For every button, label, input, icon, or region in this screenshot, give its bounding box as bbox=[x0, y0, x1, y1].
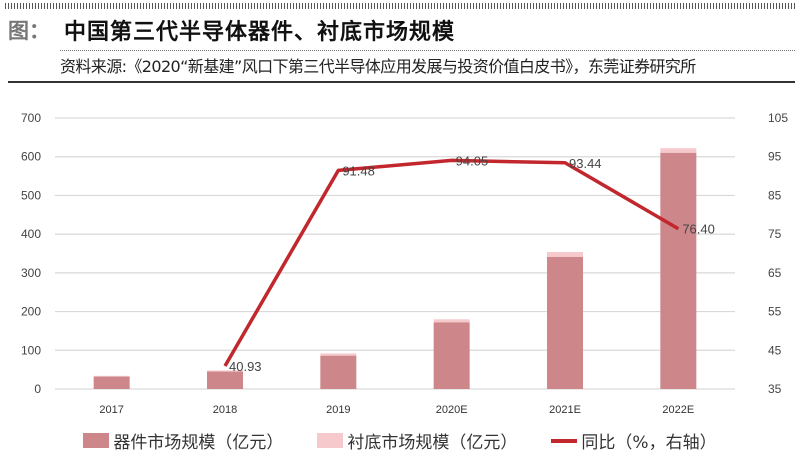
substrate-bar bbox=[660, 148, 697, 153]
substrate-bar bbox=[433, 319, 470, 323]
right-axis-tick: 85 bbox=[768, 188, 782, 202]
data-label: 94.05 bbox=[456, 153, 489, 168]
data-label: 91.48 bbox=[342, 163, 375, 178]
device-bar bbox=[547, 256, 583, 389]
x-axis-tick: 2017 bbox=[99, 404, 123, 416]
header-rule bbox=[8, 81, 795, 83]
right-axis-tick: 55 bbox=[768, 305, 782, 319]
yoy-line bbox=[223, 158, 680, 367]
substrate-bar bbox=[93, 375, 130, 377]
chart-title: 中国第三代半导体器件、衬底市场规模 bbox=[64, 20, 456, 45]
data-label: 93.44 bbox=[569, 156, 602, 171]
x-axis-tick: 2021E bbox=[549, 404, 581, 416]
dotted-divider bbox=[60, 50, 795, 51]
substrate-bar bbox=[320, 353, 357, 356]
right-axis-tick: 95 bbox=[768, 150, 782, 164]
left-axis-tick: 200 bbox=[21, 305, 41, 319]
x-axis-tick: 2022E bbox=[662, 404, 694, 416]
line-swatch bbox=[551, 438, 578, 443]
left-axis-tick: 500 bbox=[21, 188, 41, 202]
x-axis-tick: 2020E bbox=[436, 404, 468, 416]
device-bar bbox=[207, 371, 243, 389]
figure-label: 图： bbox=[8, 19, 50, 43]
data-label: 76.40 bbox=[682, 222, 715, 237]
substrate-bar bbox=[207, 370, 243, 372]
source-note: 资料来源:《2020“新基建”风口下第三代半导体应用发展与投资价值白皮书》，东莞… bbox=[60, 57, 696, 76]
legend-label-yoy: 同比（%，右轴） bbox=[581, 433, 717, 453]
legend-item-substrate: 衬底市场规模（亿元） bbox=[317, 428, 517, 453]
title-row: 图： 中国第三代半导体器件、衬底市场规模 bbox=[8, 14, 455, 46]
substrate-swatch bbox=[317, 433, 344, 448]
device-bar bbox=[320, 355, 357, 389]
header-decor-bar bbox=[5, 3, 795, 9]
left-axis-tick: 600 bbox=[21, 150, 41, 164]
legend-item-device: 器件市场规模（亿元） bbox=[83, 428, 283, 453]
device-swatch bbox=[83, 433, 110, 448]
legend-item-yoy: 同比（%，右轴） bbox=[551, 428, 717, 453]
device-bar bbox=[93, 376, 130, 389]
left-axis-tick: 400 bbox=[21, 227, 41, 241]
legend: 器件市场规模（亿元） 衬底市场规模（亿元） 同比（%，右轴） bbox=[0, 428, 800, 453]
right-axis-tick: 45 bbox=[768, 343, 782, 357]
legend-label-substrate: 衬底市场规模（亿元） bbox=[347, 433, 518, 453]
right-axis-tick: 35 bbox=[768, 382, 782, 396]
right-axis-tick: 65 bbox=[768, 266, 782, 280]
left-axis-tick: 300 bbox=[21, 266, 41, 280]
left-axis-tick: 0 bbox=[34, 382, 41, 396]
substrate-bar bbox=[547, 251, 583, 257]
data-label: 40.93 bbox=[229, 359, 262, 374]
left-axis-tick: 700 bbox=[21, 111, 41, 125]
right-axis-tick: 75 bbox=[768, 227, 782, 241]
device-bar bbox=[660, 152, 697, 389]
right-axis-tick: 105 bbox=[768, 111, 788, 125]
x-axis-tick: 2019 bbox=[326, 404, 350, 416]
x-axis-tick: 2018 bbox=[213, 404, 237, 416]
device-bar bbox=[433, 322, 470, 389]
left-axis-tick: 100 bbox=[21, 343, 41, 357]
legend-label-device: 器件市场规模（亿元） bbox=[113, 433, 284, 453]
